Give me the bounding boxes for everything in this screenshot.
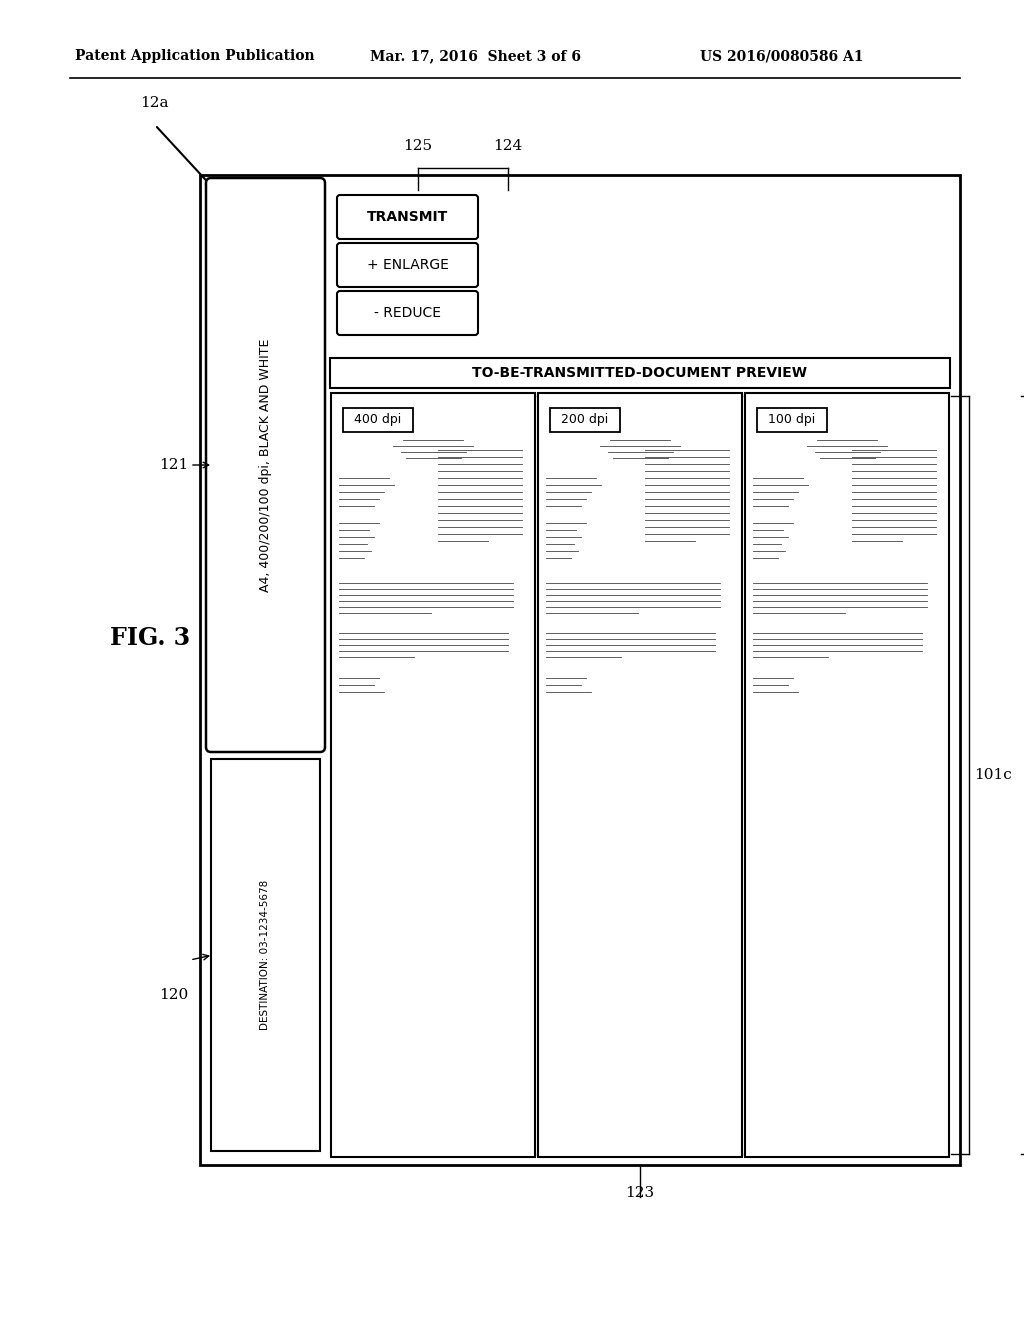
- Text: TO-BE-TRANSMITTED-DOCUMENT PREVIEW: TO-BE-TRANSMITTED-DOCUMENT PREVIEW: [472, 366, 808, 380]
- Text: 101a: 101a: [560, 768, 598, 781]
- Text: DESTINATION: 03-1234-5678: DESTINATION: 03-1234-5678: [260, 880, 270, 1030]
- Bar: [550, 408, 620, 432]
- Text: 124: 124: [494, 139, 522, 153]
- FancyBboxPatch shape: [337, 195, 478, 239]
- Bar: [211, 759, 319, 1151]
- Text: - REDUCE: - REDUCE: [374, 306, 441, 319]
- Text: US 2016/0080586 A1: US 2016/0080586 A1: [700, 49, 863, 63]
- Bar: [331, 393, 535, 1158]
- Text: TRANSMIT: TRANSMIT: [367, 210, 449, 224]
- Text: Mar. 17, 2016  Sheet 3 of 6: Mar. 17, 2016 Sheet 3 of 6: [370, 49, 581, 63]
- FancyBboxPatch shape: [206, 178, 325, 752]
- Text: 121: 121: [159, 458, 188, 473]
- Text: 120: 120: [159, 987, 188, 1002]
- Text: 12a: 12a: [140, 96, 169, 110]
- Text: 400 dpi: 400 dpi: [354, 413, 401, 426]
- Text: 200 dpi: 200 dpi: [561, 413, 608, 426]
- Bar: [538, 393, 742, 1158]
- FancyBboxPatch shape: [337, 243, 478, 286]
- Bar: [343, 408, 413, 432]
- FancyBboxPatch shape: [337, 290, 478, 335]
- Text: + ENLARGE: + ENLARGE: [367, 257, 449, 272]
- Bar: [757, 408, 827, 432]
- Text: Patent Application Publication: Patent Application Publication: [75, 49, 314, 63]
- Text: A4, 400/200/100 dpi, BLACK AND WHITE: A4, 400/200/100 dpi, BLACK AND WHITE: [259, 338, 272, 591]
- Text: 100 dpi: 100 dpi: [768, 413, 816, 426]
- Text: 123: 123: [626, 1185, 654, 1200]
- Text: 101b: 101b: [767, 768, 806, 781]
- Text: FIG. 3: FIG. 3: [110, 626, 190, 649]
- Text: 101c: 101c: [974, 768, 1012, 781]
- Bar: [330, 358, 950, 388]
- Text: 125: 125: [403, 139, 432, 153]
- Bar: [745, 393, 949, 1158]
- Bar: [200, 176, 961, 1166]
